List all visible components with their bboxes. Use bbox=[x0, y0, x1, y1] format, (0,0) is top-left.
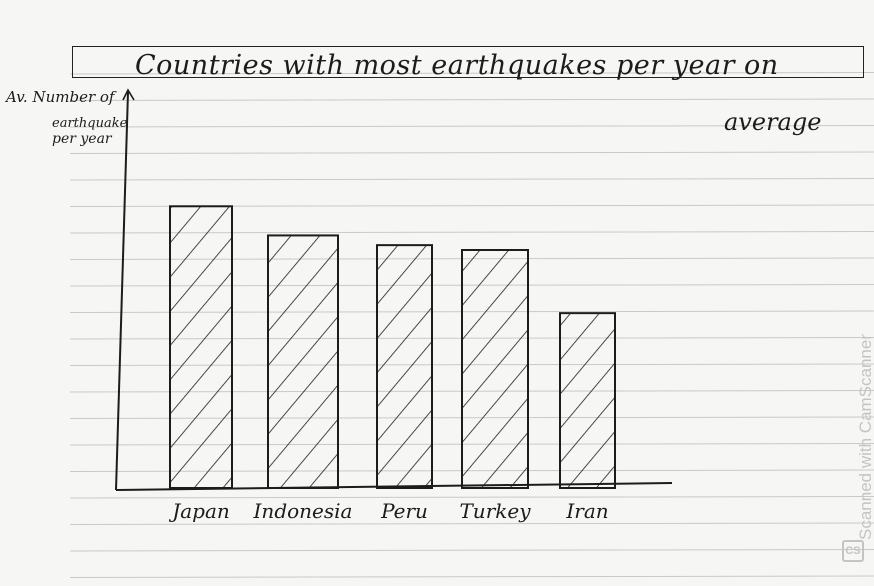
rule-line bbox=[69, 522, 874, 525]
x-tick-label-indonesia: Indonesia bbox=[253, 499, 353, 523]
rule-line bbox=[69, 575, 874, 578]
watermark-logo-icon: CS bbox=[842, 540, 864, 562]
bar-indonesia bbox=[267, 234, 339, 489]
title-box bbox=[72, 46, 864, 78]
chart-title-continuation: average bbox=[724, 108, 822, 136]
bars-group bbox=[169, 205, 616, 490]
y-axis-line bbox=[115, 91, 129, 491]
rule-line bbox=[69, 72, 874, 75]
chart-title: Countries with most earthquakes per year… bbox=[135, 50, 779, 81]
y-axis-label-line-1: Av. Number of bbox=[6, 88, 115, 106]
bar-japan bbox=[169, 205, 233, 490]
bar-turkey bbox=[461, 249, 529, 489]
bar-iran bbox=[559, 312, 616, 489]
y-axis-arrow bbox=[122, 88, 135, 101]
rule-line bbox=[69, 151, 874, 154]
x-tick-label-iran: Iran bbox=[565, 499, 608, 523]
bar-peru bbox=[376, 244, 433, 489]
rule-line bbox=[69, 496, 874, 499]
x-tick-label-peru: Peru bbox=[380, 499, 428, 523]
x-tick-label-japan: Japan bbox=[168, 499, 230, 523]
x-tick-label-turkey: Turkey bbox=[459, 499, 531, 523]
rule-line bbox=[69, 98, 874, 101]
rule-line bbox=[69, 125, 874, 128]
x-tick-labels: Japan Indonesia Peru Turkey Iran bbox=[168, 499, 608, 523]
y-axis-label-line-3: per year bbox=[52, 131, 112, 147]
y-axis-label-line-2: earthquake bbox=[52, 116, 128, 131]
y-axis-label: Av. Number of earthquake per year bbox=[6, 88, 136, 147]
rule-line bbox=[69, 549, 874, 552]
watermark: Scanned with CamScanner bbox=[836, 290, 874, 570]
rule-line bbox=[69, 178, 874, 181]
watermark-text: Scanned with CamScanner bbox=[856, 333, 874, 540]
